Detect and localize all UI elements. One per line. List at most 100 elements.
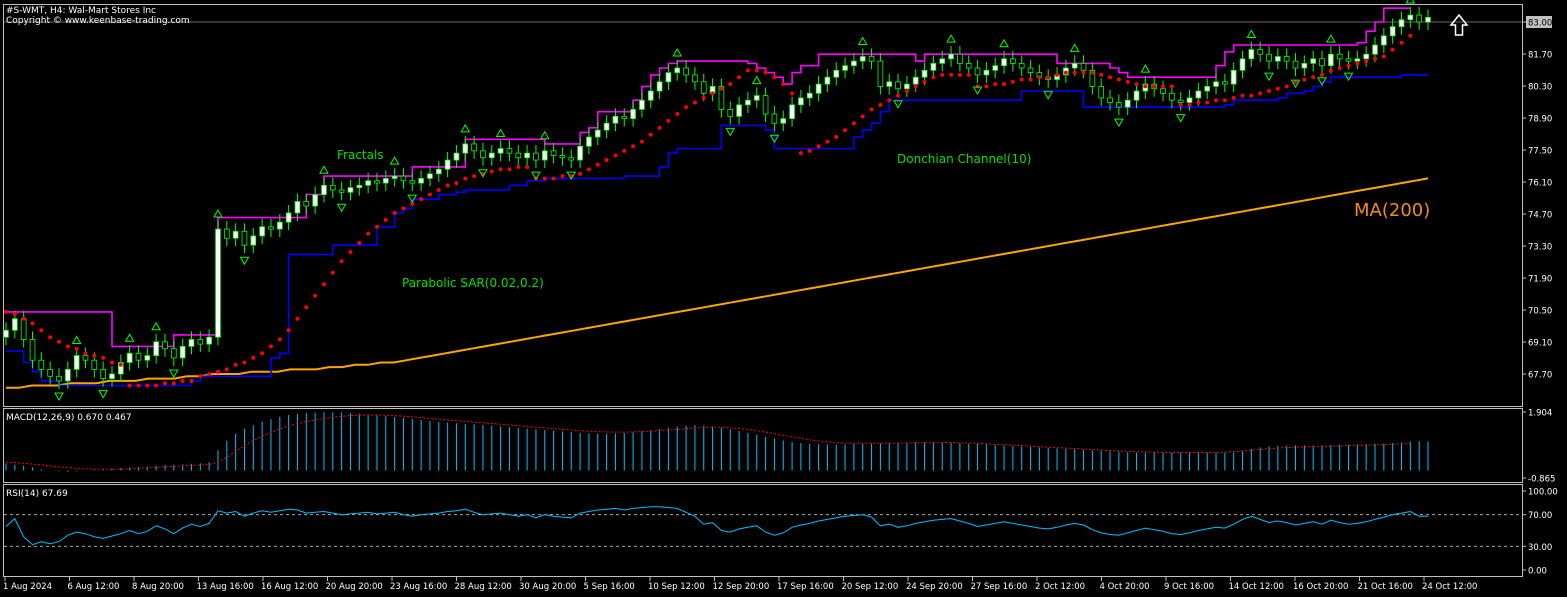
macd-signal-line xyxy=(5,414,1411,470)
candle xyxy=(541,150,548,161)
fractal-down-marker xyxy=(407,194,418,204)
price-panel[interactable] xyxy=(3,4,1523,407)
candle xyxy=(435,168,442,175)
psar-dot xyxy=(251,355,256,360)
candle xyxy=(1381,35,1387,46)
candle xyxy=(1398,19,1405,28)
psar-dot xyxy=(171,381,176,386)
candle xyxy=(1257,49,1264,55)
candle xyxy=(789,104,795,120)
candle xyxy=(895,81,901,90)
psar-dot xyxy=(622,148,627,153)
psar-dot xyxy=(1187,102,1192,107)
candle xyxy=(842,65,848,71)
psar-dot xyxy=(313,293,318,298)
candle xyxy=(727,109,734,117)
price-tick-label: 70.50 xyxy=(1528,307,1552,317)
candle xyxy=(276,221,283,230)
fractal-up-marker xyxy=(539,130,550,140)
candle xyxy=(480,150,486,159)
candle xyxy=(126,352,133,363)
psar-dot xyxy=(56,339,61,344)
candle xyxy=(1266,53,1272,62)
psar-dot xyxy=(92,353,97,358)
psar-dot xyxy=(454,181,459,186)
candle xyxy=(47,368,53,377)
candle xyxy=(1133,90,1140,101)
fractal-down-marker xyxy=(531,171,541,181)
candle xyxy=(206,336,212,345)
psar-dot xyxy=(498,167,503,172)
time-tick-label: 1 Aug 2024 xyxy=(3,582,52,592)
time-tick-label: 28 Aug 12:00 xyxy=(455,582,512,592)
psar-dot xyxy=(966,72,971,77)
psar-dot xyxy=(1019,77,1024,82)
psar-dot xyxy=(993,82,998,87)
psar-dot xyxy=(542,176,547,181)
fractal-up-marker xyxy=(751,75,762,85)
rsi-panel[interactable] xyxy=(3,484,1523,577)
macd-panel[interactable] xyxy=(3,408,1523,483)
psar-dot xyxy=(940,72,945,77)
psar-dot xyxy=(366,231,371,236)
price-tick-label: 67.70 xyxy=(1528,371,1552,381)
fractal-down-marker xyxy=(1264,72,1274,82)
ma200-label: MA(200) xyxy=(1354,200,1430,221)
candle xyxy=(1107,97,1113,103)
candle xyxy=(1407,14,1414,21)
time-tick-label: 4 Oct 20:00 xyxy=(1100,582,1150,592)
fractal-down-marker xyxy=(769,134,780,144)
rsi-tick-label: 100.00 xyxy=(1528,488,1558,498)
psar-dot xyxy=(1055,72,1060,77)
candle xyxy=(1195,90,1202,99)
psar-dot xyxy=(1258,91,1263,96)
price-tick-label: 69.10 xyxy=(1528,339,1552,349)
candle xyxy=(780,118,787,124)
psar-dot xyxy=(1108,75,1113,80)
fractal-down-marker xyxy=(1317,77,1327,86)
candle xyxy=(91,359,98,370)
psar-dot xyxy=(109,360,114,365)
psar-dot xyxy=(657,125,662,130)
candle xyxy=(1336,53,1343,60)
candle xyxy=(1124,99,1131,108)
candle xyxy=(577,145,583,161)
fractal-up-marker xyxy=(1140,64,1151,73)
candle xyxy=(851,60,857,67)
psar-dot xyxy=(675,112,680,117)
psar-dot xyxy=(410,201,415,206)
candle xyxy=(471,143,477,152)
fractal-down-marker xyxy=(168,369,179,378)
psar-dot xyxy=(260,351,265,356)
psar-dot xyxy=(277,337,282,342)
candle xyxy=(753,95,760,101)
candle xyxy=(674,67,681,74)
psar-dot xyxy=(984,84,989,89)
psar-dot xyxy=(896,93,901,98)
psar-dot xyxy=(445,183,450,188)
time-tick-label: 20 Aug 20:00 xyxy=(326,582,383,592)
psar-dot xyxy=(754,68,759,73)
price-tick-label: 71.90 xyxy=(1528,275,1552,285)
rsi-tick-label: 70.00 xyxy=(1528,511,1552,521)
time-tick-label: 23 Aug 16:00 xyxy=(390,582,447,592)
fractal-up-marker xyxy=(71,335,82,345)
candle xyxy=(736,104,742,117)
time-tick-label: 27 Sep 16:00 xyxy=(971,582,1028,592)
psar-dot xyxy=(507,167,512,172)
candle xyxy=(382,178,389,184)
psar-dot xyxy=(639,139,644,144)
rsi-line xyxy=(5,506,1428,546)
psar-dot xyxy=(613,153,618,158)
fractal-down-marker xyxy=(98,390,109,399)
psar-dot xyxy=(551,176,556,181)
psar-dot xyxy=(1222,98,1227,103)
fractal-down-marker xyxy=(1175,114,1186,123)
price-tick-label: 80.30 xyxy=(1528,83,1552,93)
time-tick-label: 16 Aug 12:00 xyxy=(261,582,318,592)
psar-dot xyxy=(30,321,35,326)
candle xyxy=(1027,67,1034,74)
candle xyxy=(250,235,257,246)
fractal-up-marker xyxy=(460,123,471,133)
